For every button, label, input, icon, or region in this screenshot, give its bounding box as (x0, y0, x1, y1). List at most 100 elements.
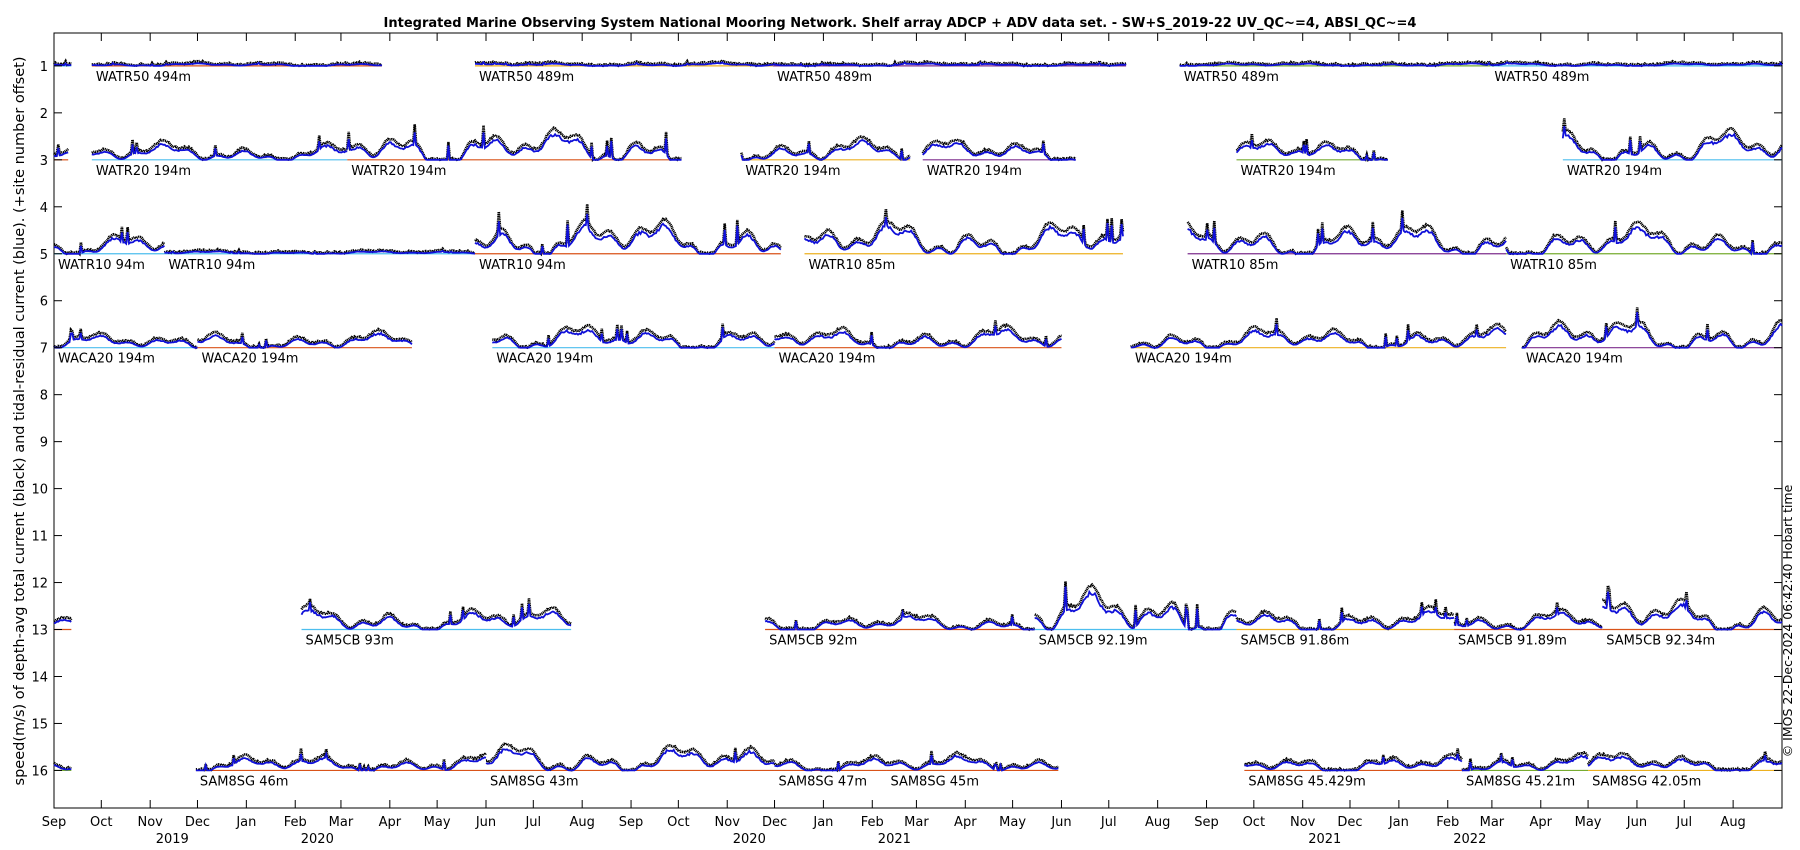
x-tick-label: Oct (90, 815, 112, 830)
deployment-label: WATR50 489m (1184, 70, 1279, 85)
deployment-label: WATR10 94m (58, 258, 145, 273)
x-tick-label: Sep (42, 815, 67, 830)
residual-current-line (774, 757, 887, 772)
residual-current-line (91, 141, 348, 161)
deployment-series (1235, 599, 1455, 631)
residual-current-line (1505, 226, 1783, 256)
total-current-line (1235, 133, 1388, 162)
deployment-label: WATR10 85m (808, 258, 895, 273)
residual-current-line (1235, 140, 1388, 161)
residual-current-line (1587, 755, 1783, 772)
x-tick-label: Sep (1194, 815, 1219, 830)
x-tick-label: Dec (762, 815, 787, 830)
deployment-label: WATR50 489m (479, 70, 574, 85)
deployment-series (196, 327, 413, 350)
residual-current-line (1244, 753, 1463, 772)
residual-current-line (53, 147, 69, 158)
deployment-label: WATR10 85m (1192, 258, 1279, 273)
residual-current-line (1179, 61, 1491, 67)
x-tick-label: Jul (1675, 815, 1692, 830)
deployment-label: SAM5CB 91.89m (1458, 634, 1567, 649)
deployment-series (1561, 118, 1783, 162)
total-current-line (1490, 58, 1784, 68)
deployment-label: WATR10 85m (1510, 258, 1597, 273)
x-tick-label: Jun (475, 815, 496, 830)
x-year-label: 2022 (1453, 832, 1486, 847)
residual-current-line (485, 748, 775, 772)
x-tick-label: Jan (1388, 815, 1409, 830)
deployment-series (1244, 748, 1463, 773)
x-tick-label: Aug (1145, 815, 1170, 830)
x-tick-label: Nov (1290, 815, 1316, 830)
x-tick-label: May (424, 815, 451, 830)
deployment-label: SAM8SG 46m (200, 774, 289, 789)
deployment-label: SAM8SG 45.429m (1248, 774, 1365, 789)
deployment-series (1034, 581, 1238, 632)
residual-current-line (1236, 606, 1455, 631)
total-current-line (1561, 118, 1783, 162)
total-current-line (1235, 599, 1455, 631)
x-tick-label: Apr (954, 815, 977, 830)
x-tick-label: Jun (1626, 815, 1647, 830)
total-current-line (53, 615, 73, 623)
total-current-line (764, 608, 1036, 632)
deployment-series (346, 124, 682, 163)
x-tick-label: Aug (1720, 815, 1745, 830)
total-current-line (885, 750, 1060, 771)
residual-current-line (772, 61, 1127, 67)
deployment-label: WATR20 194m (1567, 164, 1662, 179)
residual-current-line (475, 60, 773, 67)
y-axis-label: speed(m/s) of depth-avg total current (b… (12, 57, 28, 786)
deployment-label: SAM8SG 45m (890, 774, 979, 789)
chart-title: Integrated Marine Observing System Natio… (384, 16, 1417, 31)
residual-current-line (53, 231, 166, 255)
residual-current-line (53, 764, 72, 771)
x-year-label: 2021 (878, 832, 911, 847)
deployment-label: SAM8SG 43m (490, 774, 579, 789)
y-tick-label: 7 (40, 342, 48, 357)
residual-current-line (54, 62, 72, 67)
residual-current-line (164, 249, 476, 255)
total-current-line (492, 323, 776, 350)
x-year-label: 2020 (301, 832, 334, 847)
deployment-series (300, 598, 572, 631)
credit-label: © IMOS 22-Dec-2024 06:42:40 Hobart time (1780, 484, 1795, 757)
x-tick-label: Feb (284, 815, 307, 830)
y-tick-label: 10 (31, 483, 48, 498)
deployment-label-layer: WATR50 494m WATR50 489m WATR50 489m WATR50 … (58, 70, 1715, 790)
total-current-line (53, 326, 199, 350)
x-tick-label: Oct (667, 815, 689, 830)
residual-current-line (91, 61, 382, 67)
x-year-label: 2020 (733, 832, 766, 847)
x-tick-label: Feb (861, 815, 884, 830)
deployment-series (91, 59, 383, 68)
residual-current-line (197, 331, 413, 349)
y-tick-label: 12 (31, 577, 48, 592)
total-current-line (1130, 317, 1507, 350)
deployment-series (772, 57, 1127, 68)
deployment-series (740, 135, 911, 162)
deployment-series (921, 137, 1077, 162)
x-tick-label: Mar (904, 815, 929, 830)
total-current-line (773, 753, 888, 773)
deployment-label: SAM5CB 92.19m (1039, 634, 1148, 649)
residual-current-line (764, 609, 1035, 631)
x-tick-label: May (999, 815, 1026, 830)
x-tick-label: Nov (715, 815, 741, 830)
deployment-label: WACA20 194m (779, 352, 876, 367)
deployment-label: SAM5CB 92m (769, 634, 857, 649)
x-tick-label: Jun (1050, 815, 1071, 830)
total-current-line (772, 57, 1127, 68)
total-current-line (1453, 602, 1604, 631)
total-current-line (1244, 748, 1463, 773)
deployment-label: SAM5CB 92.34m (1606, 634, 1715, 649)
residual-current-line (53, 618, 72, 625)
deployment-series (885, 750, 1060, 772)
deployment-label: WACA20 194m (58, 352, 155, 367)
total-current-line (474, 58, 774, 68)
x-tick-label: May (1575, 815, 1602, 830)
total-current-line (1505, 220, 1783, 256)
deployment-label: WACA20 194m (496, 352, 593, 367)
total-current-line (195, 748, 487, 773)
